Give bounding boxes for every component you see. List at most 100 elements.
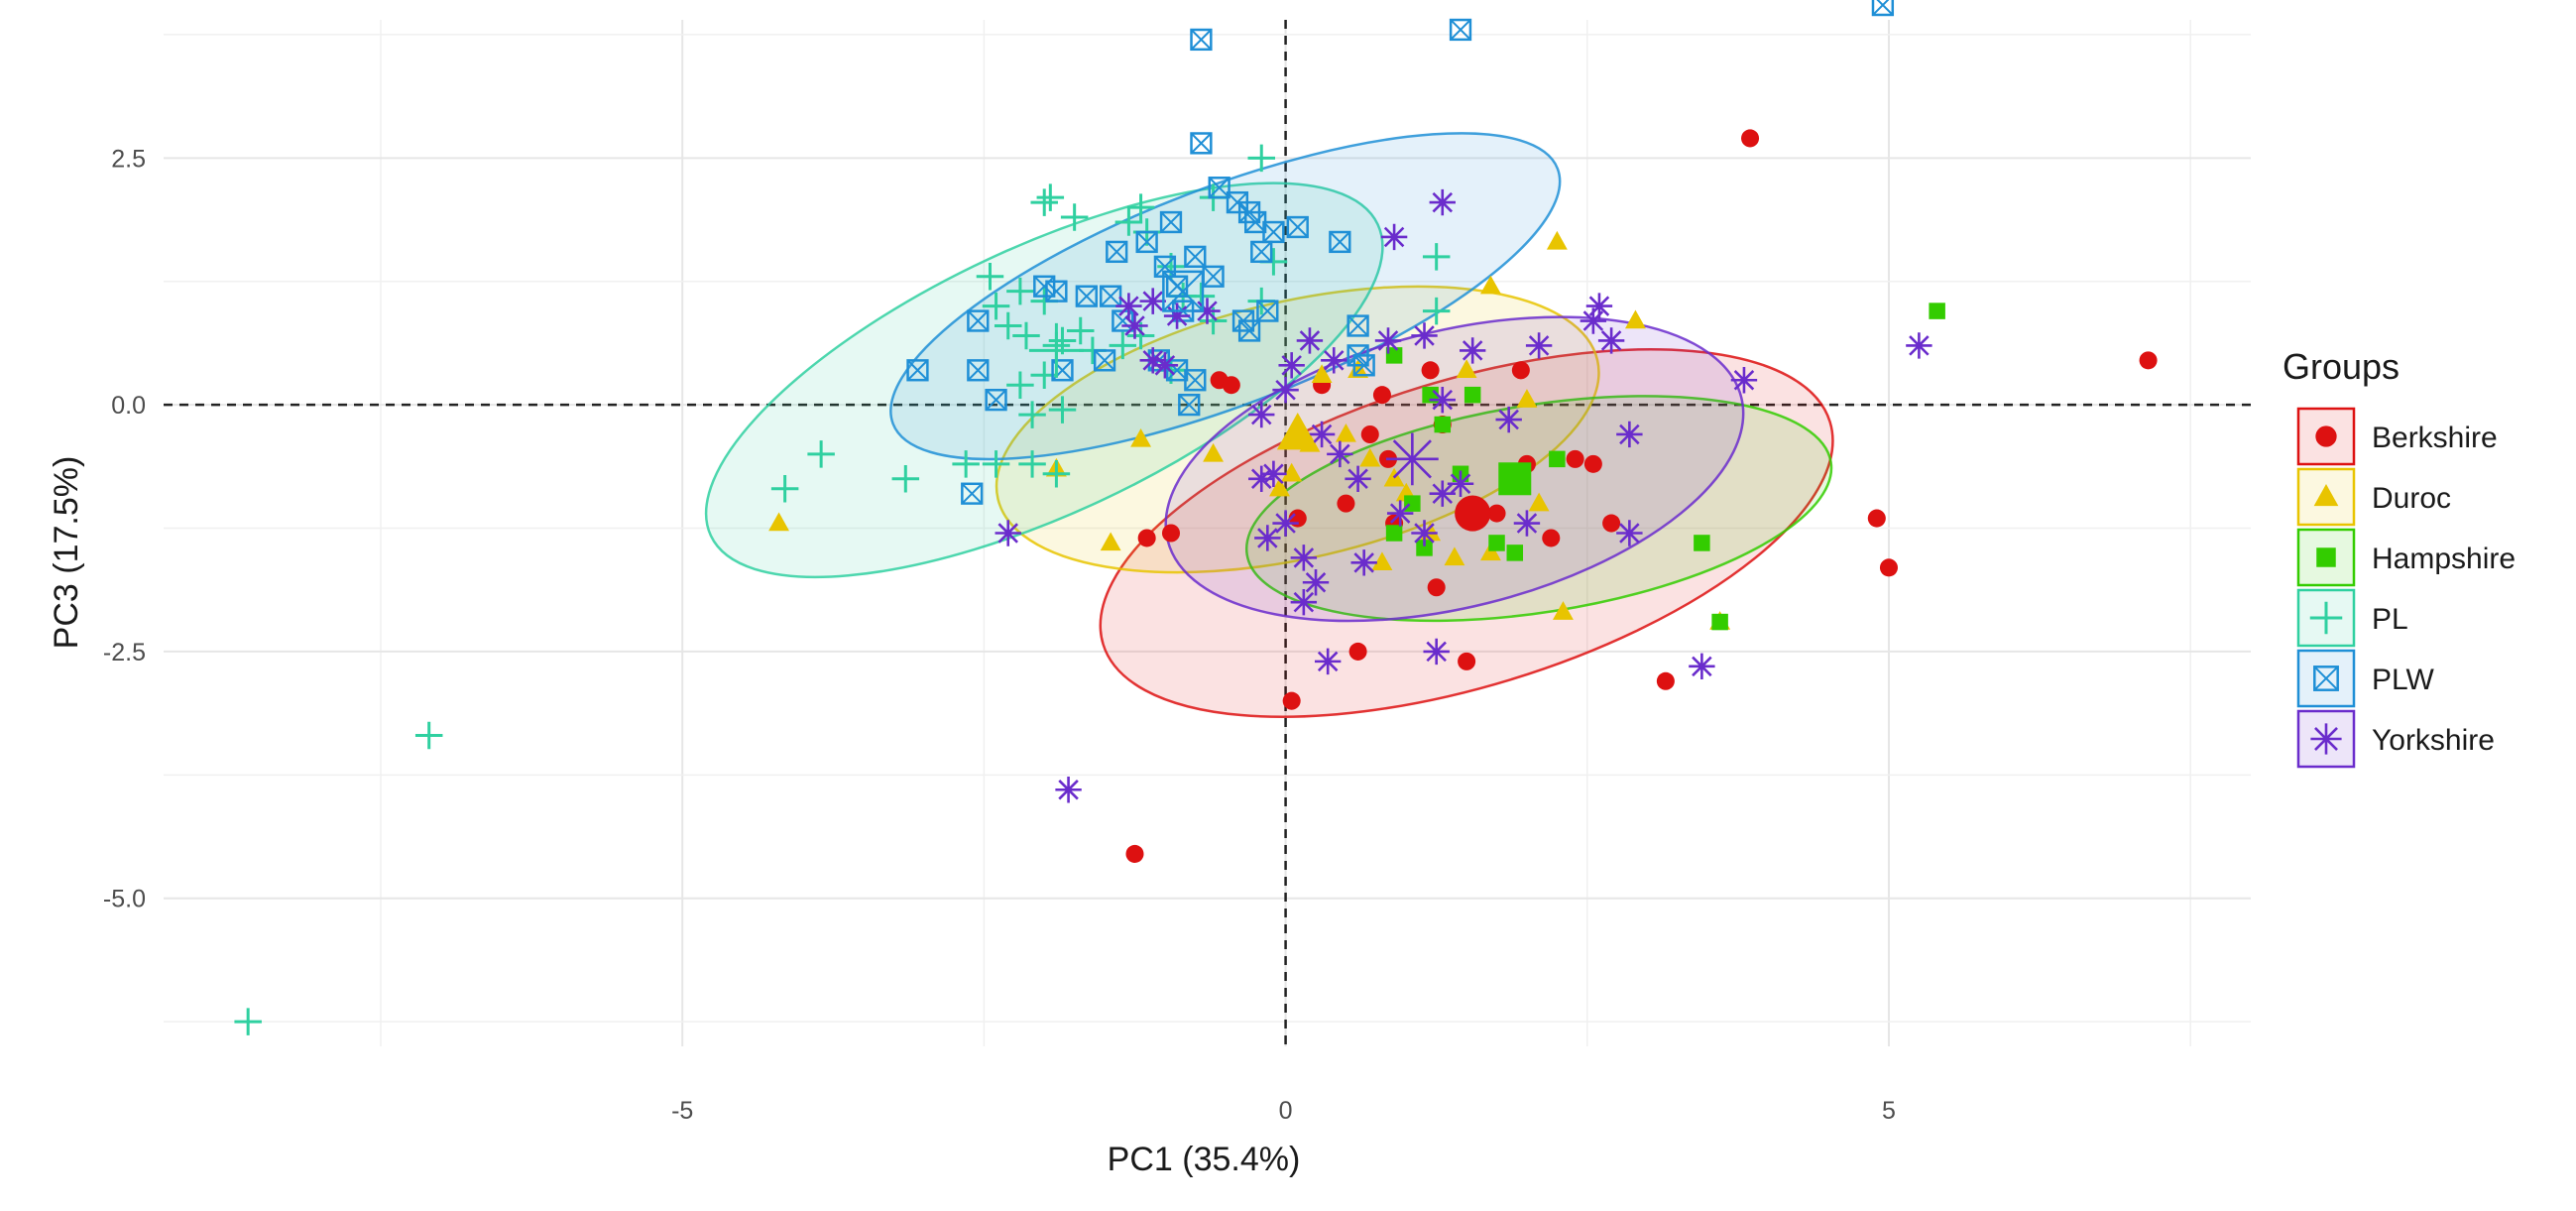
point-duroc <box>1371 551 1393 571</box>
point-berkshire <box>1348 642 1367 661</box>
point-duroc <box>1552 601 1574 620</box>
point-yorkshire <box>1314 648 1342 675</box>
legend-item-hampshire: Hampshire <box>2296 528 2516 587</box>
point-pl <box>1006 277 1034 305</box>
point-pl <box>1060 203 1089 231</box>
legend-plus-marker <box>2309 601 2343 635</box>
point-yorkshire <box>1730 367 1758 394</box>
point-duroc <box>1335 423 1356 442</box>
legend-label: PL <box>2372 603 2408 636</box>
point-hampshire <box>1385 347 1403 364</box>
point-pl <box>1036 183 1065 211</box>
point-plw <box>1153 255 1177 278</box>
point-berkshire <box>1337 494 1355 513</box>
point-plw <box>1250 240 1273 264</box>
point-yorkshire <box>1248 401 1275 428</box>
legend-circle-marker <box>2315 425 2337 447</box>
point-hampshire <box>1506 545 1524 561</box>
point-berkshire <box>1487 504 1506 523</box>
point-yorkshire <box>1495 406 1522 433</box>
point-yorkshire <box>1272 376 1299 404</box>
x-axis-title: PC1 (35.4%) <box>1108 1141 1301 1178</box>
point-yorkshire <box>1906 332 1932 359</box>
point-pl <box>891 465 920 493</box>
point-pl <box>1066 316 1095 345</box>
point-duroc <box>1456 359 1477 378</box>
point-hampshire <box>1929 303 1945 319</box>
point-yorkshire <box>1411 520 1438 546</box>
legend-item-pl: PL <box>2296 588 2408 648</box>
point-berkshire <box>1542 529 1561 547</box>
point-duroc <box>1269 477 1290 497</box>
point-berkshire <box>1137 529 1156 547</box>
point-yorkshire <box>1689 653 1715 680</box>
point-berkshire <box>1372 386 1391 405</box>
legend-title: Groups <box>2283 346 2400 387</box>
point-berkshire <box>1566 449 1584 468</box>
centroid-pl <box>1028 322 1084 378</box>
x-axis-ticks: -5 0 5 <box>671 1097 1896 1125</box>
y-tick-label: 0.0 <box>111 392 146 420</box>
point-hampshire <box>1464 386 1481 404</box>
centroid-duroc <box>1276 412 1319 450</box>
point-pl <box>982 450 1010 478</box>
point-plw <box>906 359 929 382</box>
point-plw <box>1352 354 1375 377</box>
point-berkshire <box>1427 578 1446 597</box>
point-plw <box>1159 210 1183 234</box>
point-yorkshire <box>1321 347 1347 374</box>
point-pl <box>1422 243 1451 271</box>
point-plw <box>1256 300 1279 322</box>
point-yorkshire <box>1429 188 1456 216</box>
point-berkshire <box>1583 454 1602 473</box>
point-plw <box>1329 230 1351 254</box>
point-pl <box>234 1008 262 1035</box>
point-yorkshire <box>1580 307 1607 334</box>
point-hampshire <box>1711 613 1728 631</box>
point-berkshire <box>1125 844 1144 863</box>
centroid-yorkshire <box>1385 432 1439 486</box>
point-yorkshire <box>1447 470 1474 497</box>
point-yorkshire <box>1296 327 1324 354</box>
legend-item-plw: PLW <box>2296 649 2434 708</box>
point-yorkshire <box>1278 352 1305 379</box>
centroid-plw <box>1162 270 1205 312</box>
point-plw <box>961 482 984 505</box>
legend-item-yorkshire: Yorkshire <box>2296 709 2495 769</box>
point-hampshire <box>1404 495 1421 512</box>
legend: Groups Berkshire Duroc Hampshire PL PLW Yorks… <box>2283 346 2516 769</box>
point-duroc <box>1444 546 1465 566</box>
point-yorkshire <box>1121 312 1148 339</box>
point-plw <box>1262 220 1285 244</box>
point-yorkshire <box>1290 545 1318 571</box>
point-pl <box>1247 144 1276 173</box>
point-plw <box>1178 393 1201 417</box>
point-yorkshire <box>1254 525 1281 551</box>
point-yorkshire <box>1115 293 1142 319</box>
point-plw <box>1286 215 1309 239</box>
point-yorkshire <box>1327 440 1353 468</box>
point-plw <box>1045 280 1068 303</box>
point-plw <box>1135 230 1158 254</box>
point-pl <box>952 450 980 478</box>
point-yorkshire <box>1272 510 1299 537</box>
group-centroids <box>1028 270 1532 532</box>
point-hampshire <box>1434 416 1452 433</box>
point-berkshire <box>1867 509 1886 528</box>
point-berkshire <box>1458 652 1476 670</box>
point-pl <box>982 292 1010 320</box>
point-yorkshire <box>1055 777 1082 803</box>
point-berkshire <box>1161 524 1181 543</box>
point-pl <box>1012 321 1040 350</box>
point-plw <box>1184 369 1207 392</box>
point-duroc <box>768 512 789 532</box>
point-plw <box>1093 349 1116 372</box>
point-yorkshire <box>1380 223 1408 251</box>
point-duroc <box>1516 389 1538 408</box>
point-duroc <box>1546 230 1568 250</box>
point-pl <box>1030 188 1058 216</box>
point-yorkshire <box>1386 500 1414 527</box>
point-duroc <box>1130 427 1152 447</box>
y-axis-ticks: 2.5 0.0 -2.5 -5.0 <box>103 145 146 912</box>
point-plw <box>1449 18 1472 42</box>
